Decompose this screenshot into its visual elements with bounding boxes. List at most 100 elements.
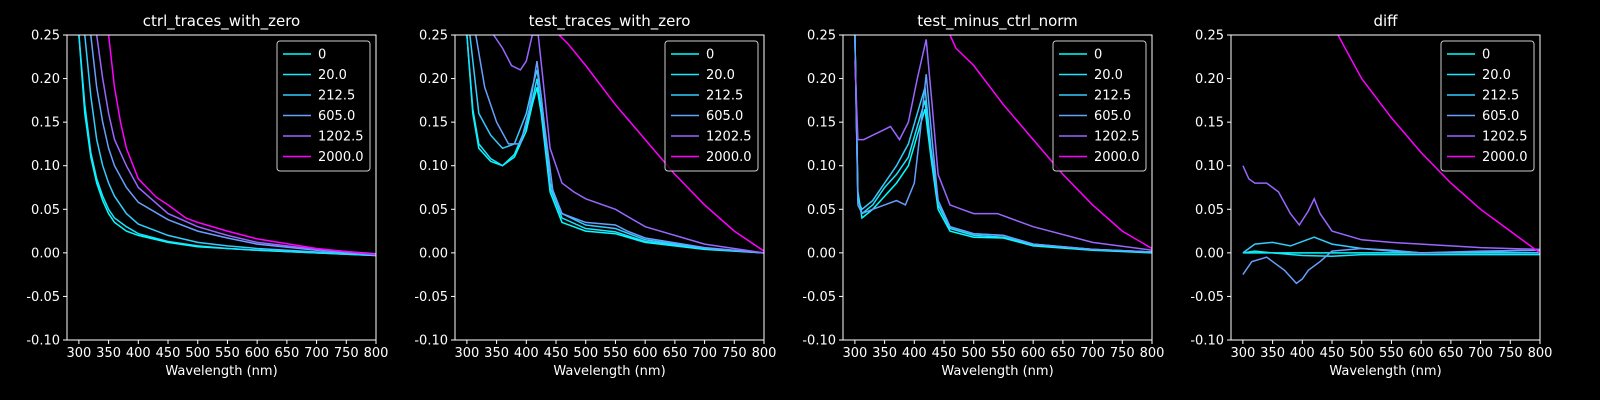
x-tick-label: 800 — [752, 346, 777, 361]
y-tick-label: 0.15 — [807, 116, 836, 131]
subplot-1: ctrl_traces_with_zero 300 350 400 450 500 550 6… — [26, 12, 388, 379]
x-axis-label: Wavelength (nm) — [1329, 364, 1441, 379]
x-tick-label: 500 — [573, 346, 598, 361]
series-line-605.0 — [854, 35, 1152, 253]
x-tick-label: 700 — [1080, 346, 1105, 361]
x-tick-label: 300 — [66, 346, 91, 361]
subplot-title: ctrl_traces_with_zero — [143, 12, 300, 31]
x-tick-label: 650 — [1050, 346, 1075, 361]
legend-label: 0 — [1482, 48, 1490, 63]
y-tick-label: 0.05 — [419, 203, 448, 218]
series-line-20.0 — [1242, 250, 1540, 258]
legend-box — [276, 40, 371, 172]
subplot-2: test_traces_with_zero 300 350 400 450 500 550 6… — [414, 12, 776, 379]
series-line-605.0 — [1242, 247, 1540, 285]
x-tick-label: 700 — [1468, 346, 1493, 361]
subplot-title: test_traces_with_zero — [529, 12, 691, 31]
x-tick-label: 350 — [1260, 346, 1285, 361]
series-lines — [1242, 35, 1540, 285]
y-tick-label: 0.05 — [31, 203, 60, 218]
y-tick-label: 0.00 — [31, 246, 60, 261]
x-tick-label: 350 — [872, 346, 897, 361]
y-tick-label: -0.10 — [1190, 334, 1224, 349]
legend-label: 1202.5 — [1094, 130, 1140, 145]
axes-frame — [842, 34, 1153, 341]
x-tick-label: 300 — [1230, 346, 1255, 361]
y-tick-label: -0.05 — [802, 290, 836, 305]
legend-box — [1052, 40, 1147, 172]
series-line-2000.0 — [107, 35, 376, 256]
legend-label: 20.0 — [318, 68, 347, 83]
y-tick-label: 0.20 — [31, 72, 60, 87]
legend-label: 0 — [1094, 48, 1102, 63]
y-tick-label: 0.05 — [807, 203, 836, 218]
y-tick-label: 0.00 — [419, 246, 448, 261]
legend-label: 212.5 — [1482, 89, 1519, 104]
x-tick-label: 500 — [185, 346, 210, 361]
legend-label: 2000.0 — [1094, 150, 1140, 165]
legend-label: 605.0 — [1482, 109, 1519, 124]
x-tick-label: 400 — [902, 346, 927, 361]
x-tick-label: 750 — [722, 346, 747, 361]
x-tick-label: 750 — [334, 346, 359, 361]
x-tick-label: 400 — [1290, 346, 1315, 361]
y-tick-label: 0.05 — [1195, 203, 1224, 218]
legend-box — [664, 40, 759, 172]
legend-label: 2000.0 — [706, 150, 752, 165]
y-tick-label: 0.10 — [419, 159, 448, 174]
x-axis-label: Wavelength (nm) — [165, 364, 277, 379]
series-lines — [78, 35, 376, 257]
x-tick-label: 450 — [544, 346, 569, 361]
legend-label: 212.5 — [706, 89, 743, 104]
legend-label: 20.0 — [1094, 68, 1123, 83]
y-tick-label: -0.10 — [26, 334, 60, 349]
series-line-0 — [466, 35, 764, 254]
legend: 0 20.0 212.5 605.0 1202.5 2000.0 — [276, 40, 371, 172]
x-tick-label: 650 — [1438, 346, 1463, 361]
subplot-title: diff — [1373, 12, 1398, 30]
x-tick-label: 550 — [603, 346, 628, 361]
legend-label: 2000.0 — [318, 150, 364, 165]
y-tick-label: 0.20 — [1195, 72, 1224, 87]
x-tick-label: 500 — [961, 346, 986, 361]
x-tick-label: 550 — [215, 346, 240, 361]
legend-label: 0 — [318, 48, 326, 63]
y-tick-label: 0.10 — [1195, 159, 1224, 174]
x-tick-label: 800 — [364, 346, 389, 361]
series-line-20.0 — [78, 35, 376, 257]
subplot-4: diff 300 350 400 450 500 550 600 650 700 750 800 -0.… — [1190, 12, 1552, 379]
series-line-605.0 — [90, 35, 376, 256]
x-tick-label: 400 — [514, 346, 539, 361]
series-line-20.0 — [466, 35, 764, 254]
series-line-2000.0 — [1337, 35, 1540, 254]
legend-label: 1202.5 — [706, 130, 752, 145]
y-tick-label: 0.25 — [419, 29, 448, 44]
axes-frame — [66, 34, 377, 341]
legend: 0 20.0 212.5 605.0 1202.5 2000.0 — [1052, 40, 1147, 172]
x-tick-label: 400 — [126, 346, 151, 361]
legend: 0 20.0 212.5 605.0 1202.5 2000.0 — [664, 40, 759, 172]
series-lines — [854, 35, 1152, 254]
series-line-1202.5 — [492, 35, 764, 254]
series-line-20.0 — [854, 35, 1152, 253]
y-tick-label: 0.00 — [1195, 246, 1224, 261]
y-tick-label: -0.05 — [1190, 290, 1224, 305]
series-lines — [466, 35, 764, 254]
subplot-3: test_minus_ctrl_norm 300 350 400 450 500 550 60… — [802, 12, 1164, 379]
legend-box — [1440, 40, 1535, 172]
y-tick-label: 0.25 — [31, 29, 60, 44]
x-tick-label: 600 — [1409, 346, 1434, 361]
legend-label: 1202.5 — [318, 130, 364, 145]
x-tick-label: 600 — [1021, 346, 1046, 361]
x-tick-label: 600 — [633, 346, 658, 361]
y-tick-label: -0.10 — [802, 334, 836, 349]
y-tick-label: 0.15 — [419, 116, 448, 131]
legend-label: 605.0 — [1094, 109, 1131, 124]
x-tick-label: 550 — [1379, 346, 1404, 361]
series-line-605.0 — [475, 35, 764, 254]
series-line-0 — [854, 35, 1152, 254]
x-tick-label: 600 — [245, 346, 270, 361]
x-tick-label: 550 — [991, 346, 1016, 361]
series-line-2000.0 — [558, 35, 764, 252]
